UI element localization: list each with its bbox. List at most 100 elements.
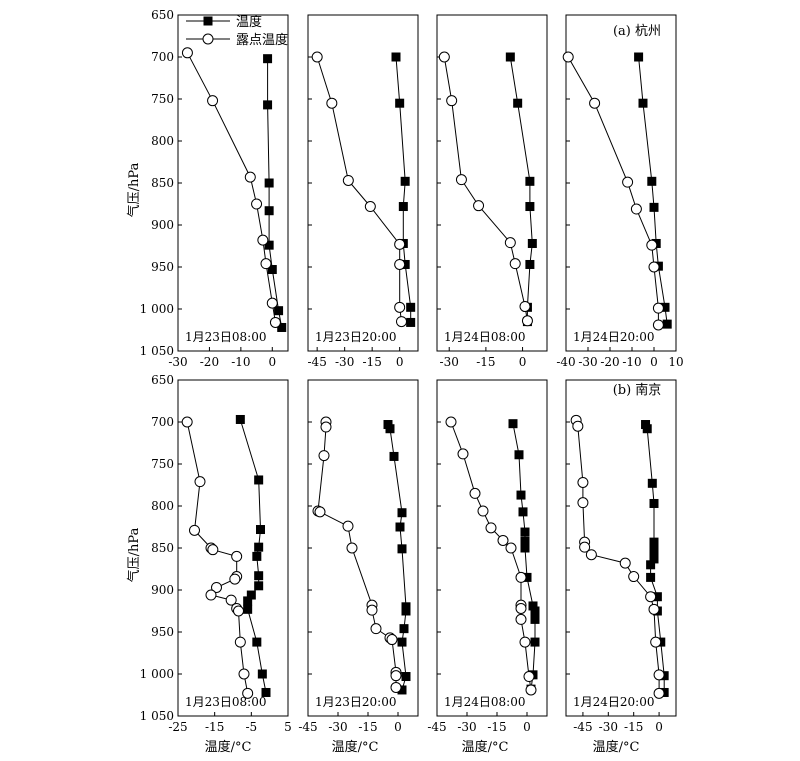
- dewpoint-point: [619, 557, 631, 569]
- temperature-point: [257, 669, 267, 679]
- temperature-point: [264, 178, 274, 188]
- dewpoint-point: [326, 97, 338, 109]
- x-tick-label: 0: [396, 355, 404, 369]
- dewpoint-point: [234, 636, 246, 648]
- y-tick-label: 700: [151, 415, 174, 429]
- temperature-point: [518, 507, 528, 517]
- x-tick-label: -15: [487, 720, 506, 734]
- x-tick-label: -15: [205, 720, 224, 734]
- dewpoint-point: [438, 51, 450, 63]
- y-tick-label: 750: [151, 92, 174, 106]
- dewpoint-point: [650, 636, 662, 648]
- temperature-point: [513, 98, 523, 108]
- x-tick-label: -15: [363, 355, 382, 369]
- dewpoint-point: [505, 542, 517, 554]
- x-tick-label: 0: [523, 720, 531, 734]
- temperature-point: [530, 614, 540, 624]
- dewpoint-point: [473, 200, 485, 212]
- temperature-point: [252, 637, 262, 647]
- temperature-line: [395, 56, 412, 323]
- temperature-point: [647, 176, 657, 186]
- x-tick-label: 0: [268, 355, 276, 369]
- x-tick-label: -30: [328, 720, 347, 734]
- temperature-point: [385, 424, 395, 434]
- temperature-point: [261, 687, 271, 697]
- x-tick-label: -45: [308, 355, 327, 369]
- temperature-point: [525, 202, 535, 212]
- temperature-point: [277, 322, 287, 332]
- temperature-point: [274, 306, 284, 316]
- y-tick-label: 1 050: [140, 344, 174, 358]
- temperature-point: [254, 475, 264, 485]
- temperature-point: [399, 624, 409, 634]
- dewpoint-point: [194, 476, 206, 488]
- temperature-point: [243, 604, 253, 614]
- panel-frame: [177, 379, 289, 717]
- temperature-point: [254, 581, 264, 591]
- x-tick-label: -15: [624, 720, 643, 734]
- y-tick-label: 1 050: [140, 709, 174, 723]
- panel-frame: [565, 14, 677, 352]
- dewpoint-point: [497, 534, 509, 546]
- temperature-point: [264, 240, 274, 250]
- dewpoint-point: [523, 671, 535, 683]
- dewpoint-point: [394, 238, 406, 250]
- row-label-nanjing: (b) 南京: [613, 382, 662, 398]
- dewpoint-line: [443, 56, 528, 321]
- dewpoint-point: [366, 604, 378, 616]
- dewpoint-point: [269, 316, 281, 328]
- temperature-point: [389, 451, 399, 461]
- x-tick-label: -15: [358, 720, 377, 734]
- y-tick-label: 1 000: [140, 302, 174, 316]
- dewpoint-point: [205, 589, 217, 601]
- temperature-point: [649, 537, 659, 547]
- x-tick-label: -30: [335, 355, 354, 369]
- dewpoint-point: [652, 302, 664, 314]
- x-tick-label: -45: [573, 720, 592, 734]
- temperature-point: [649, 542, 659, 552]
- dewpoint-point: [364, 201, 376, 213]
- dewpoint-point: [346, 542, 358, 554]
- temperature-point: [243, 596, 253, 606]
- temperature-point: [530, 606, 540, 616]
- dewpoint-line: [316, 56, 402, 322]
- temperature-point: [397, 508, 407, 518]
- x-tick-label: -25: [168, 720, 187, 734]
- temperature-point: [406, 302, 416, 312]
- x-tick-label: -30: [578, 355, 597, 369]
- dewpoint-point: [394, 258, 406, 270]
- panel-1: 650 700 750 800 850 900 950 1 000 1 050-30 -20 -10…: [140, 8, 289, 369]
- y-tick-label: 650: [151, 373, 174, 387]
- dewpoint-point: [314, 506, 326, 518]
- x-tick-label: -5: [245, 720, 257, 734]
- temperature-point: [530, 637, 540, 647]
- dewpoint-point: [572, 420, 584, 432]
- temperature-point: [397, 685, 407, 695]
- dewpoint-point: [318, 450, 330, 462]
- dewpoint-point: [579, 541, 591, 553]
- dewpoint-point: [645, 591, 657, 603]
- temperature-point: [649, 554, 659, 564]
- temperature-point: [235, 414, 245, 424]
- temperature-line: [512, 423, 536, 690]
- dewpoint-point: [445, 416, 457, 428]
- temperature-point: [520, 527, 530, 537]
- dewpoint-point: [390, 681, 402, 693]
- row-label-hangzhou: (a) 杭州: [613, 24, 661, 39]
- dewpoint-point: [257, 234, 269, 246]
- dewpoint-point: [457, 448, 469, 460]
- dewpoint-point: [646, 239, 658, 251]
- x-tick-label: 0: [655, 720, 663, 734]
- dewpoint-point: [225, 594, 237, 606]
- dewpoint-point: [521, 315, 533, 327]
- temperature-point: [246, 590, 256, 600]
- temperature-point: [508, 419, 518, 429]
- y-tick-label: 850: [151, 176, 174, 190]
- temperature-point: [263, 100, 273, 110]
- x-tick-label: 5: [284, 720, 292, 734]
- y-tick-label: 900: [151, 218, 174, 232]
- dewpoint-point: [653, 687, 665, 699]
- dewpoint-point: [370, 623, 382, 635]
- y-tick-label: 750: [151, 457, 174, 471]
